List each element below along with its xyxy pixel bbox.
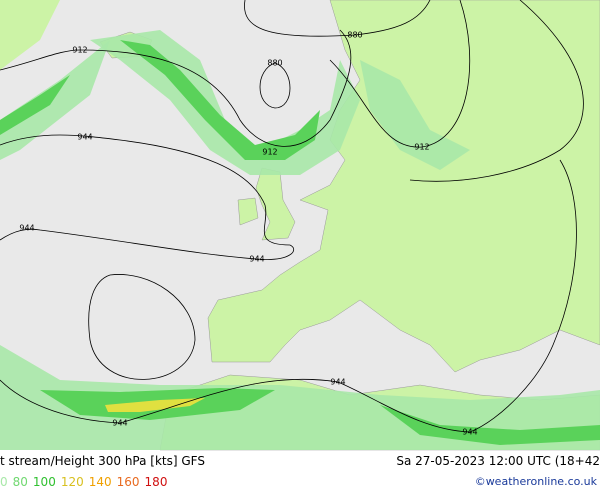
jet-band <box>120 40 320 160</box>
contour <box>88 274 196 380</box>
map-title: t stream/Height 300 hPa [kts] GFS <box>0 454 205 468</box>
jet-band <box>0 40 110 160</box>
credit: ©weatheronline.co.uk <box>475 475 598 488</box>
contour-label: 944 <box>249 255 264 264</box>
legend: 0 80 100 120 140 160 180 <box>0 475 167 489</box>
contour-label: 944 <box>330 378 345 387</box>
contour <box>0 228 295 260</box>
jet-band <box>380 405 600 445</box>
jet-band <box>0 345 600 450</box>
jet-band <box>0 75 70 135</box>
jet-band <box>360 60 470 170</box>
contour-label: 944 <box>462 428 477 437</box>
legend-label: 160 <box>117 475 140 489</box>
contour <box>244 0 431 37</box>
legend-label: 100 <box>33 475 56 489</box>
land-greenland <box>0 0 60 70</box>
contour <box>329 0 471 148</box>
jet-core <box>105 398 205 412</box>
contour-label: 880 <box>347 31 362 40</box>
legend-label: 180 <box>145 475 168 489</box>
contour <box>0 29 352 147</box>
valid-time: Sa 27-05-2023 12:00 UTC (18+42 <box>396 454 600 468</box>
contour-label: 944 <box>112 419 127 428</box>
legend-label: 80 <box>13 475 28 489</box>
land-ireland <box>237 197 259 226</box>
contour-label: 944 <box>77 133 92 142</box>
contour-label: 880 <box>267 59 282 68</box>
legend-label: 0 <box>0 475 8 489</box>
land-uk <box>255 167 296 241</box>
legend-label: 140 <box>89 475 112 489</box>
contour-label: 912 <box>72 46 87 55</box>
contour <box>0 134 291 246</box>
contour <box>259 62 291 109</box>
contour-label: 912 <box>414 143 429 152</box>
land-europe <box>207 0 600 373</box>
contour <box>409 0 584 182</box>
contour-label: 912 <box>262 148 277 157</box>
contour-label: 944 <box>19 224 34 233</box>
legend-label: 120 <box>61 475 84 489</box>
contour <box>0 159 577 433</box>
